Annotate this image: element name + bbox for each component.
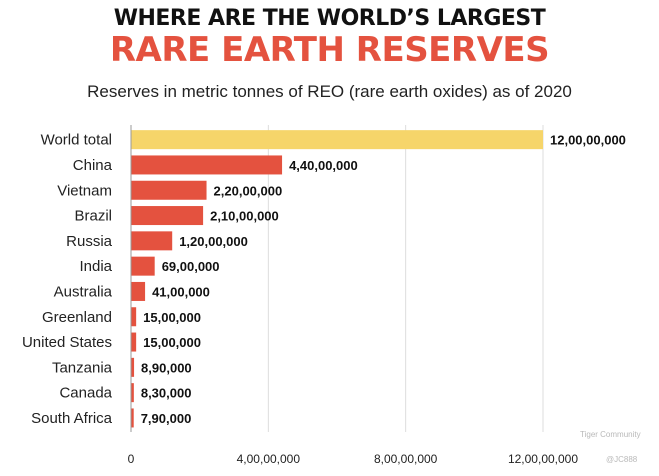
x-tick-label: 8,00,00,000 [374,452,438,466]
watermark-handle: @JC888 [606,455,638,464]
chart-subtitle: Reserves in metric tonnes of REO (rare e… [87,82,572,101]
x-tick-label: 0 [128,452,135,466]
value-label: 8,30,000 [141,386,192,401]
bar-india [131,256,155,276]
value-label: 41,00,000 [152,284,210,299]
bar-vietnam [131,180,207,200]
bar-canada [131,383,134,403]
value-label: 12,00,00,000 [550,133,626,148]
category-label: Australia [54,283,113,300]
value-label: 69,00,000 [162,259,220,274]
bar-tanzania [131,357,135,377]
x-tick-label: 12,00,00,000 [508,452,578,466]
category-label: India [79,258,112,275]
category-label: Tanzania [52,359,113,376]
bar-australia [131,281,146,301]
value-label: 1,20,00,000 [179,234,248,249]
bar-brazil [131,206,204,226]
value-label: 2,20,00,000 [214,183,283,198]
value-label: 15,00,000 [143,310,201,325]
bar-south-africa [131,408,134,428]
category-label: Vietnam [57,182,112,199]
category-label: United States [22,334,112,351]
category-label: World total [41,132,112,149]
watermark-community: Tiger Community [580,430,641,439]
bar-china [131,155,283,175]
category-label: Canada [59,385,112,402]
bar-united-states [131,332,137,352]
bar-greenland [131,307,137,327]
chart-title-line1: WHERE ARE THE WORLD’S LARGEST [113,6,546,31]
value-label: 4,40,00,000 [289,158,358,173]
bar-russia [131,231,173,251]
bar-world-total [131,130,543,150]
category-label: South Africa [31,410,113,427]
category-label: Russia [66,233,113,250]
category-label: Greenland [42,309,112,326]
value-label: 2,10,00,000 [210,209,279,224]
value-label: 15,00,000 [143,335,201,350]
chart-title-line2: RARE EARTH RESERVES [109,30,550,70]
x-tick-label: 4,00,00,000 [237,452,301,466]
category-label: China [73,157,113,174]
value-label: 8,90,000 [141,360,192,375]
category-label: Brazil [74,208,112,225]
value-label: 7,90,000 [141,411,192,426]
